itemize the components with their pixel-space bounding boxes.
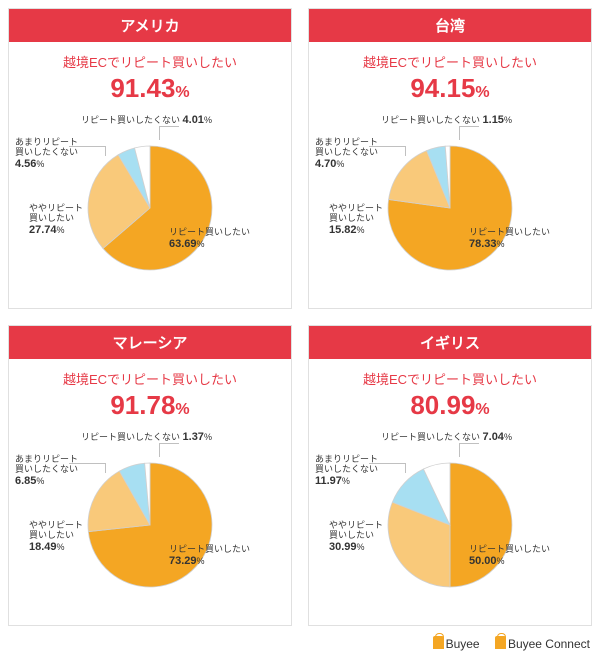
card-subtitle: 越境ECでリピート買いしたい (309, 369, 591, 388)
label-want: リピート買いしたい73.29% (169, 545, 250, 567)
card-subtitle: 越境ECでリピート買いしたい (9, 52, 291, 71)
card-title: マレーシア (9, 326, 291, 359)
card-big-percent: 94.15% (309, 73, 591, 104)
brand-buyee-connect: Buyee Connect (508, 637, 590, 651)
label-want: リピート買いしたい78.33% (469, 228, 550, 250)
pie-chart (86, 461, 214, 589)
label-not: リピート買いしたくない 4.01% (81, 114, 212, 126)
label-want: リピート買いしたい63.69% (169, 228, 250, 250)
chart-card: 台湾 越境ECでリピート買いしたい 94.15% リピート買いしたくない 1.1… (308, 8, 592, 309)
chart-grid: アメリカ 越境ECでリピート買いしたい 91.43% リピート買いしたくない 4… (0, 0, 600, 634)
label-somewhat-want: ややリピート買いしたい27.74% (29, 204, 99, 236)
card-big-percent: 91.78% (9, 390, 291, 421)
chart-card: イギリス 越境ECでリピート買いしたい 80.99% リピート買いしたくない 7… (308, 325, 592, 626)
label-somewhat-not: あまりリピート買いしたくない6.85% (15, 455, 85, 487)
label-want: リピート買いしたい50.00% (469, 545, 550, 567)
chart-card: アメリカ 越境ECでリピート買いしたい 91.43% リピート買いしたくない 4… (8, 8, 292, 309)
chart-area: リピート買いしたくない 1.37% あまりリピート買いしたくない6.85% やや… (9, 425, 291, 625)
chart-area: リピート買いしたくない 1.15% あまりリピート買いしたくない4.70% やや… (309, 108, 591, 308)
buyee-icon (433, 636, 444, 649)
label-somewhat-not: あまりリピート買いしたくない4.56% (15, 138, 85, 170)
card-title: イギリス (309, 326, 591, 359)
buyee-connect-icon (495, 636, 506, 649)
label-somewhat-not: あまりリピート買いしたくない4.70% (315, 138, 385, 170)
label-somewhat-want: ややリピート買いしたい18.49% (29, 521, 99, 553)
pie-chart (86, 144, 214, 272)
chart-area: リピート買いしたくない 7.04% あまりリピート買いしたくない11.97% や… (309, 425, 591, 625)
card-subtitle: 越境ECでリピート買いしたい (9, 369, 291, 388)
pie-chart (386, 144, 514, 272)
label-somewhat-want: ややリピート買いしたい30.99% (329, 521, 399, 553)
card-subtitle: 越境ECでリピート買いしたい (309, 52, 591, 71)
label-not: リピート買いしたくない 7.04% (381, 431, 512, 443)
card-title: 台湾 (309, 9, 591, 42)
card-title: アメリカ (9, 9, 291, 42)
brand-buyee: Buyee (446, 637, 480, 651)
card-big-percent: 80.99% (309, 390, 591, 421)
card-big-percent: 91.43% (9, 73, 291, 104)
label-not: リピート買いしたくない 1.37% (81, 431, 212, 443)
footer-brands: Buyee Buyee Connect (0, 634, 600, 657)
label-somewhat-not: あまりリピート買いしたくない11.97% (315, 455, 385, 487)
label-somewhat-want: ややリピート買いしたい15.82% (329, 204, 399, 236)
label-not: リピート買いしたくない 1.15% (381, 114, 512, 126)
pie-chart (386, 461, 514, 589)
chart-card: マレーシア 越境ECでリピート買いしたい 91.78% リピート買いしたくない … (8, 325, 292, 626)
chart-area: リピート買いしたくない 4.01% あまりリピート買いしたくない4.56% やや… (9, 108, 291, 308)
